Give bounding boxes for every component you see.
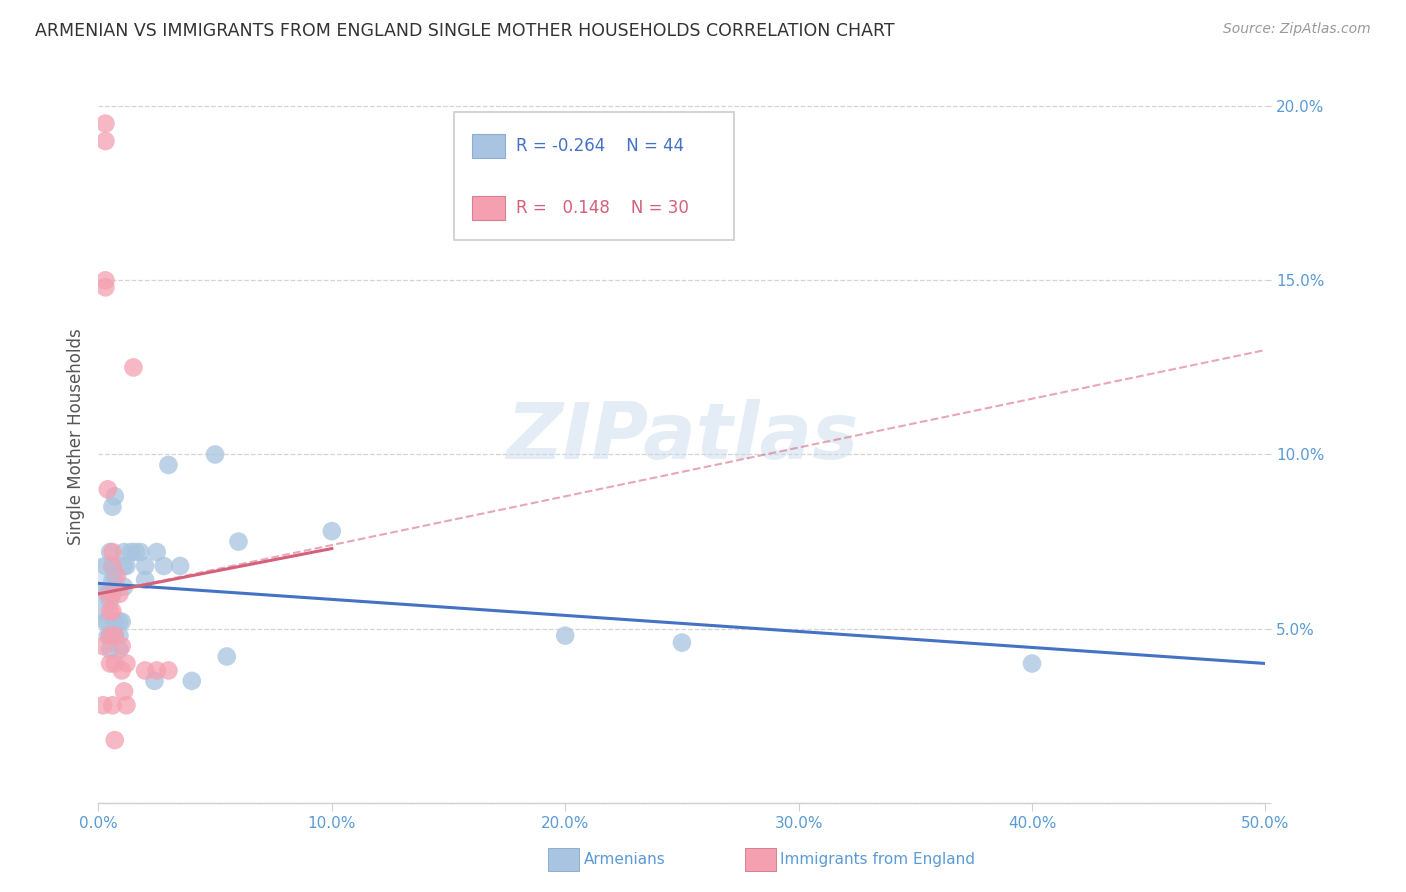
Point	[115, 698, 138, 713]
Text: Source: ZipAtlas.com: Source: ZipAtlas.com	[1223, 22, 1371, 37]
Point	[108, 587, 131, 601]
Point	[157, 458, 180, 472]
Point	[98, 629, 121, 643]
Point	[112, 580, 135, 594]
Point	[152, 558, 174, 573]
Point	[134, 573, 156, 587]
Y-axis label: Single Mother Households: Single Mother Households	[66, 329, 84, 545]
Point	[146, 545, 169, 559]
Point	[134, 664, 156, 678]
Text: Immigrants from England: Immigrants from England	[780, 853, 976, 867]
Point	[98, 604, 121, 618]
Point	[94, 615, 117, 629]
Point	[146, 664, 169, 678]
Bar	[472, 135, 505, 158]
Point	[98, 657, 121, 671]
Point	[104, 569, 127, 583]
Point	[321, 524, 343, 538]
Point	[125, 545, 148, 559]
Point	[97, 587, 120, 601]
Point	[105, 569, 128, 583]
Text: ZIPatlas: ZIPatlas	[506, 399, 858, 475]
Point	[94, 117, 117, 131]
Point	[101, 573, 124, 587]
Point	[101, 587, 124, 601]
Point	[94, 558, 117, 573]
Text: R = -0.264    N = 44: R = -0.264 N = 44	[516, 137, 685, 155]
Point	[111, 639, 134, 653]
Point	[143, 673, 166, 688]
Point	[228, 534, 250, 549]
Point	[101, 698, 124, 713]
Point	[98, 642, 121, 657]
Point	[101, 587, 124, 601]
Point	[94, 134, 117, 148]
Point	[104, 657, 127, 671]
Point	[98, 594, 121, 608]
Point	[91, 639, 114, 653]
Point	[554, 629, 576, 643]
Point	[111, 664, 134, 678]
Point	[94, 273, 117, 287]
Text: Armenians: Armenians	[583, 853, 665, 867]
Point	[157, 664, 180, 678]
Point	[101, 558, 124, 573]
Point	[180, 673, 202, 688]
Point	[134, 558, 156, 573]
Point	[98, 629, 121, 643]
Point	[112, 684, 135, 698]
Point	[90, 569, 112, 583]
FancyBboxPatch shape	[454, 112, 734, 240]
Point	[129, 545, 152, 559]
Point	[90, 587, 112, 601]
Point	[97, 483, 120, 497]
Point	[101, 500, 124, 514]
Point	[115, 558, 138, 573]
Point	[104, 489, 127, 503]
Point	[101, 545, 124, 559]
Text: R =   0.148    N = 30: R = 0.148 N = 30	[516, 199, 689, 217]
Point	[98, 545, 121, 559]
Point	[1021, 657, 1043, 671]
Point	[104, 629, 127, 643]
Point	[108, 642, 131, 657]
Point	[97, 629, 120, 643]
Point	[112, 558, 135, 573]
Point	[169, 558, 191, 573]
Point	[120, 545, 142, 559]
Point	[104, 629, 127, 643]
Point	[101, 558, 124, 573]
Point	[91, 698, 114, 713]
Point	[204, 448, 226, 462]
Point	[108, 615, 131, 629]
Point	[122, 360, 145, 375]
Point	[94, 280, 117, 294]
Point	[215, 649, 238, 664]
Point	[671, 635, 693, 649]
Point	[101, 604, 124, 618]
Point	[104, 733, 127, 747]
Point	[91, 604, 114, 618]
Bar	[472, 196, 505, 219]
Point	[112, 545, 135, 559]
Point	[108, 629, 131, 643]
Point	[115, 657, 138, 671]
Text: ARMENIAN VS IMMIGRANTS FROM ENGLAND SINGLE MOTHER HOUSEHOLDS CORRELATION CHART: ARMENIAN VS IMMIGRANTS FROM ENGLAND SING…	[35, 22, 894, 40]
Point	[111, 615, 134, 629]
Point	[97, 615, 120, 629]
Point	[104, 615, 127, 629]
